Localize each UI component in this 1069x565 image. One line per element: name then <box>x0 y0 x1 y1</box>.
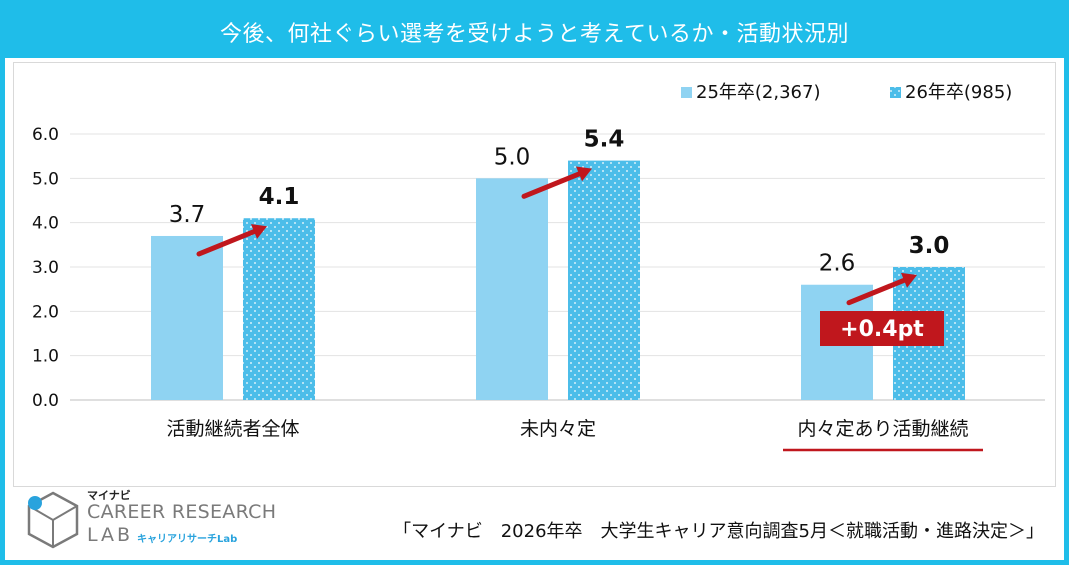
y-tick-label: 3.0 <box>32 258 59 278</box>
chart-svg: 0.0 1.0 2.0 3.0 4.0 5.0 6.0 3.7 4.1 活動継続者全体 5.0 5.… <box>32 82 1045 452</box>
y-tick-label: 6.0 <box>32 125 59 145</box>
increase-badge <box>820 311 944 346</box>
category-label: 内々定あり活動継続 <box>797 418 968 440</box>
cube-logo-icon <box>27 491 79 549</box>
trend-arrow-head <box>576 166 592 182</box>
trend-arrow-head <box>901 272 917 288</box>
legend-swatch <box>681 87 692 98</box>
legend-swatch <box>890 87 901 98</box>
y-tick-label: 2.0 <box>32 302 59 322</box>
data-label: 5.0 <box>494 144 531 170</box>
chart-title: 今後、何社ぐらい選考を受けようと考えているか・活動状況別 <box>5 5 1064 58</box>
category-label: 活動継続者全体 <box>166 418 299 440</box>
data-label: 5.4 <box>584 127 625 153</box>
logo-sub-text: キャリアリサーチLab <box>137 534 238 545</box>
y-tick-label: 0.0 <box>32 391 59 411</box>
bar-25 <box>151 235 223 400</box>
category-label: 未内々定 <box>520 418 596 440</box>
legend-label: 25年卒(2,367) <box>696 82 820 103</box>
data-label: 2.6 <box>819 251 856 277</box>
bar-25 <box>476 178 548 400</box>
source-note: 「マイナビ 2026年卒 大学生キャリア意向調査5月＜就職活動・進路決定＞」 <box>393 521 1044 542</box>
data-label: 4.1 <box>259 184 300 210</box>
increase-badge-text: +0.4pt <box>840 317 924 342</box>
trend-arrow <box>846 277 907 306</box>
y-tick-label: 4.0 <box>32 214 59 234</box>
data-label: 3.0 <box>909 233 950 259</box>
bar-26 <box>243 218 315 400</box>
bar-26 <box>568 160 640 400</box>
logo-line2-text: LAB <box>87 524 134 546</box>
logo-mynavi-text: マイナビ <box>87 489 131 502</box>
career-research-lab-logo: マイナビ CAREER RESEARCH LAB キャリアリサーチLab <box>25 483 285 555</box>
trend-arrow <box>196 229 257 257</box>
y-tick-label: 5.0 <box>32 169 59 189</box>
logo-line1-text: CAREER RESEARCH <box>87 501 277 523</box>
legend-label: 26年卒(985) <box>905 82 1012 103</box>
trend-arrow <box>521 171 582 199</box>
trend-arrow-head <box>251 224 267 239</box>
y-tick-label: 1.0 <box>32 347 59 367</box>
plot-area-border <box>13 62 1056 487</box>
data-label: 3.7 <box>169 202 206 228</box>
